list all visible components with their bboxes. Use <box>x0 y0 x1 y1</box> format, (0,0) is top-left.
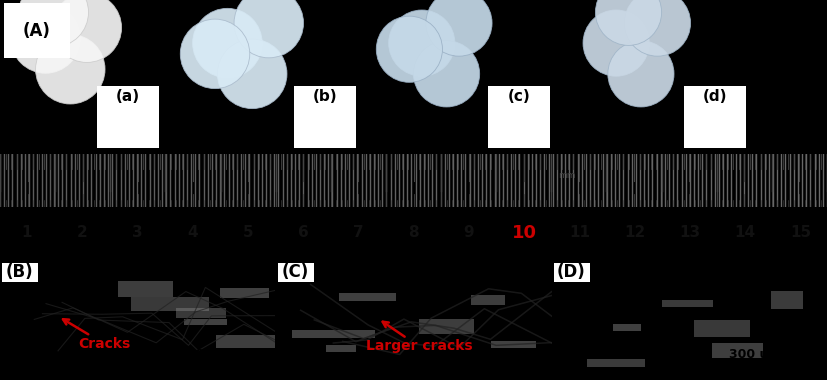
Text: 4: 4 <box>187 225 198 240</box>
Text: 9: 9 <box>463 225 474 240</box>
Ellipse shape <box>608 41 674 107</box>
Text: 8: 8 <box>409 225 418 240</box>
Ellipse shape <box>624 0 691 56</box>
Bar <box>712 344 763 358</box>
Text: 15: 15 <box>790 225 811 240</box>
Text: (B): (B) <box>6 263 34 281</box>
Text: mm: mm <box>557 171 576 180</box>
Text: 1: 1 <box>22 225 31 240</box>
Ellipse shape <box>234 0 304 58</box>
Ellipse shape <box>595 0 662 45</box>
Text: (c): (c) <box>508 89 531 105</box>
Ellipse shape <box>52 0 122 62</box>
Text: Larger cracks: Larger cracks <box>366 322 472 353</box>
Ellipse shape <box>218 39 287 109</box>
Ellipse shape <box>19 0 88 47</box>
Text: 5: 5 <box>242 225 253 240</box>
Text: 14: 14 <box>734 225 756 240</box>
Bar <box>418 319 474 334</box>
Text: (d): (d) <box>703 89 728 105</box>
Text: Cracks: Cracks <box>63 319 131 351</box>
Bar <box>216 335 279 348</box>
Ellipse shape <box>180 19 250 89</box>
Bar <box>176 308 226 318</box>
Bar <box>339 293 396 301</box>
Text: 10: 10 <box>512 224 537 242</box>
Bar <box>220 288 269 298</box>
Bar <box>684 86 746 148</box>
Text: (b): (b) <box>313 89 337 105</box>
Bar <box>118 281 173 296</box>
Ellipse shape <box>11 4 80 73</box>
Bar <box>184 319 227 325</box>
Ellipse shape <box>583 10 649 76</box>
Bar <box>4 3 70 59</box>
Bar <box>326 345 356 352</box>
Text: 13: 13 <box>680 225 700 240</box>
Ellipse shape <box>376 16 442 82</box>
Bar <box>131 297 209 311</box>
Text: 2: 2 <box>76 225 87 240</box>
Text: (C): (C) <box>282 263 309 281</box>
Text: 7: 7 <box>353 225 364 240</box>
Bar <box>694 320 749 337</box>
Bar <box>554 263 590 282</box>
Ellipse shape <box>193 8 262 78</box>
Ellipse shape <box>414 41 480 107</box>
Ellipse shape <box>36 35 105 104</box>
Bar <box>587 359 645 367</box>
Text: 6: 6 <box>298 225 308 240</box>
Text: (D): (D) <box>557 263 586 281</box>
Text: (A): (A) <box>22 22 50 40</box>
Bar <box>278 263 313 282</box>
Ellipse shape <box>389 10 455 76</box>
Bar <box>2 263 38 282</box>
Text: 300 um: 300 um <box>729 348 782 361</box>
Bar <box>292 330 375 338</box>
Bar <box>491 341 537 348</box>
Bar <box>98 86 159 148</box>
Bar <box>294 86 356 148</box>
Bar <box>613 324 641 331</box>
Text: 11: 11 <box>569 225 590 240</box>
Bar <box>771 291 803 309</box>
Text: 300 um: 300 um <box>453 348 506 361</box>
Text: 3: 3 <box>131 225 142 240</box>
Ellipse shape <box>426 0 492 56</box>
Text: 12: 12 <box>624 225 645 240</box>
Bar <box>488 86 550 148</box>
Bar <box>471 295 505 305</box>
Text: 300 um: 300 um <box>178 348 230 361</box>
Bar <box>662 300 713 307</box>
Text: (a): (a) <box>116 89 141 105</box>
